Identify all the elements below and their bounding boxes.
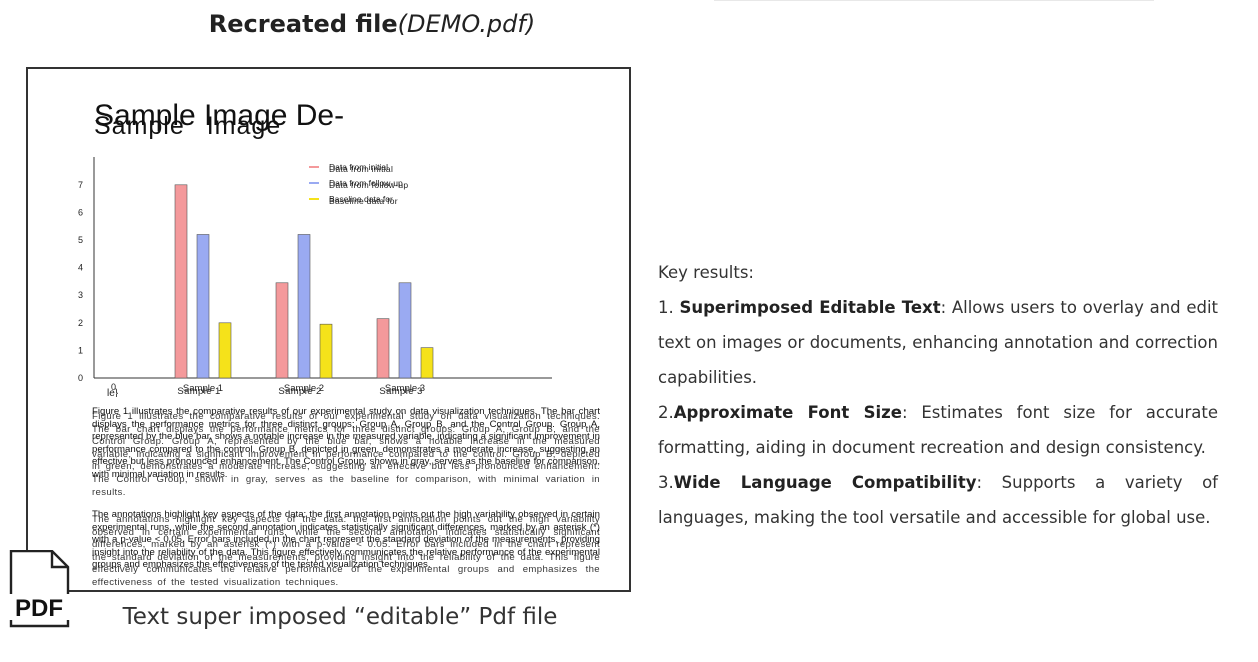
pdf-file-icon: PDF (8, 550, 70, 628)
bar (297, 234, 311, 379)
y-tick-label: 4 (78, 263, 83, 273)
result-item-2: 2.Approximate Font Size: Estimates font … (658, 395, 1218, 465)
y-tick-label: 3 (78, 290, 83, 300)
title-filename: (DEMO.pdf) (397, 10, 536, 38)
result-2-text: : Estimates font size for accurate forma… (658, 403, 1218, 457)
results-heading: Key results: (658, 263, 754, 282)
result-3-number: 3. (658, 473, 674, 492)
result-item-3: 3.Wide Language Compatibility: Supports … (658, 465, 1218, 535)
legend-label: Data from follow-up (329, 178, 403, 188)
caption: Text super imposed “editable” Pdf file (122, 604, 558, 630)
result-1-text: : Allows users to overlay and edit text … (658, 298, 1219, 387)
legend-label-overlay: Data from follow-up (329, 180, 408, 190)
bar (218, 322, 232, 379)
page-title: Recreated file(DEMO.pdf) (0, 10, 744, 38)
result-item-1: 1. Superimposed Editable Text: Allows us… (658, 290, 1218, 395)
y-tick-label: 0 (78, 373, 83, 383)
doc-paragraph-1[interactable]: Figure 1 illustrates the comparative res… (92, 406, 600, 480)
bar (319, 323, 333, 379)
result-1-number: 1. (658, 298, 680, 317)
title-bold: Recreated file (208, 10, 398, 38)
doc-paragraph-2-overlay[interactable]: The annotations highlight key aspects of… (92, 514, 600, 588)
x-tick-label-overlay: Sample 1 (177, 386, 220, 397)
top-divider (714, 0, 1154, 1)
key-results: Key results: 1. Superimposed Editable Te… (658, 255, 1218, 535)
result-1-title: Superimposed Editable Text (679, 298, 941, 317)
result-2-title: Approximate Font Size (673, 403, 902, 422)
y-tick-label: 5 (78, 235, 83, 245)
x-tick-label-overlay: Sample 3 (379, 386, 422, 397)
result-3-title: Wide Language Compatibility (673, 473, 977, 492)
doc-paragraph-2[interactable]: The annotations highlight key aspects of… (92, 509, 600, 571)
pdf-icon-label: PDF (15, 595, 63, 622)
x-tick-label: Sample 3 (385, 383, 425, 394)
y-tick-label: 1 (78, 345, 83, 355)
x-tick-label: Sample 2 (284, 383, 324, 394)
x-stray-label: le} (107, 388, 119, 397)
bar (420, 347, 434, 379)
legend-label-overlay: Baseline data for (329, 196, 398, 206)
bar (275, 282, 289, 379)
bar (174, 184, 188, 379)
result-3-text: : Supports a variety of languages, makin… (658, 473, 1218, 527)
y-tick-label: 6 (78, 207, 83, 217)
x-origin-label: 0 (111, 382, 116, 392)
legend-label-overlay: Data from initial (329, 164, 393, 174)
bar (398, 282, 412, 379)
x-tick-label: Sample 1 (183, 383, 223, 394)
bar (376, 318, 390, 379)
y-tick-label: 2 (78, 318, 83, 328)
result-2-number: 2. (658, 403, 674, 422)
doc-title-overlay[interactable]: Sample Image (94, 112, 282, 140)
bar (196, 234, 210, 379)
legend-label: Data from initial (329, 162, 388, 172)
legend-label: Baseline data for (329, 194, 393, 204)
doc-title[interactable]: Sample Image De- (94, 99, 345, 132)
x-tick-label-overlay: Sample 2 (278, 386, 321, 397)
y-tick-label: 7 (78, 180, 83, 190)
doc-paragraph-1-overlay[interactable]: Figure 1 illustrates the comparative res… (92, 411, 600, 498)
